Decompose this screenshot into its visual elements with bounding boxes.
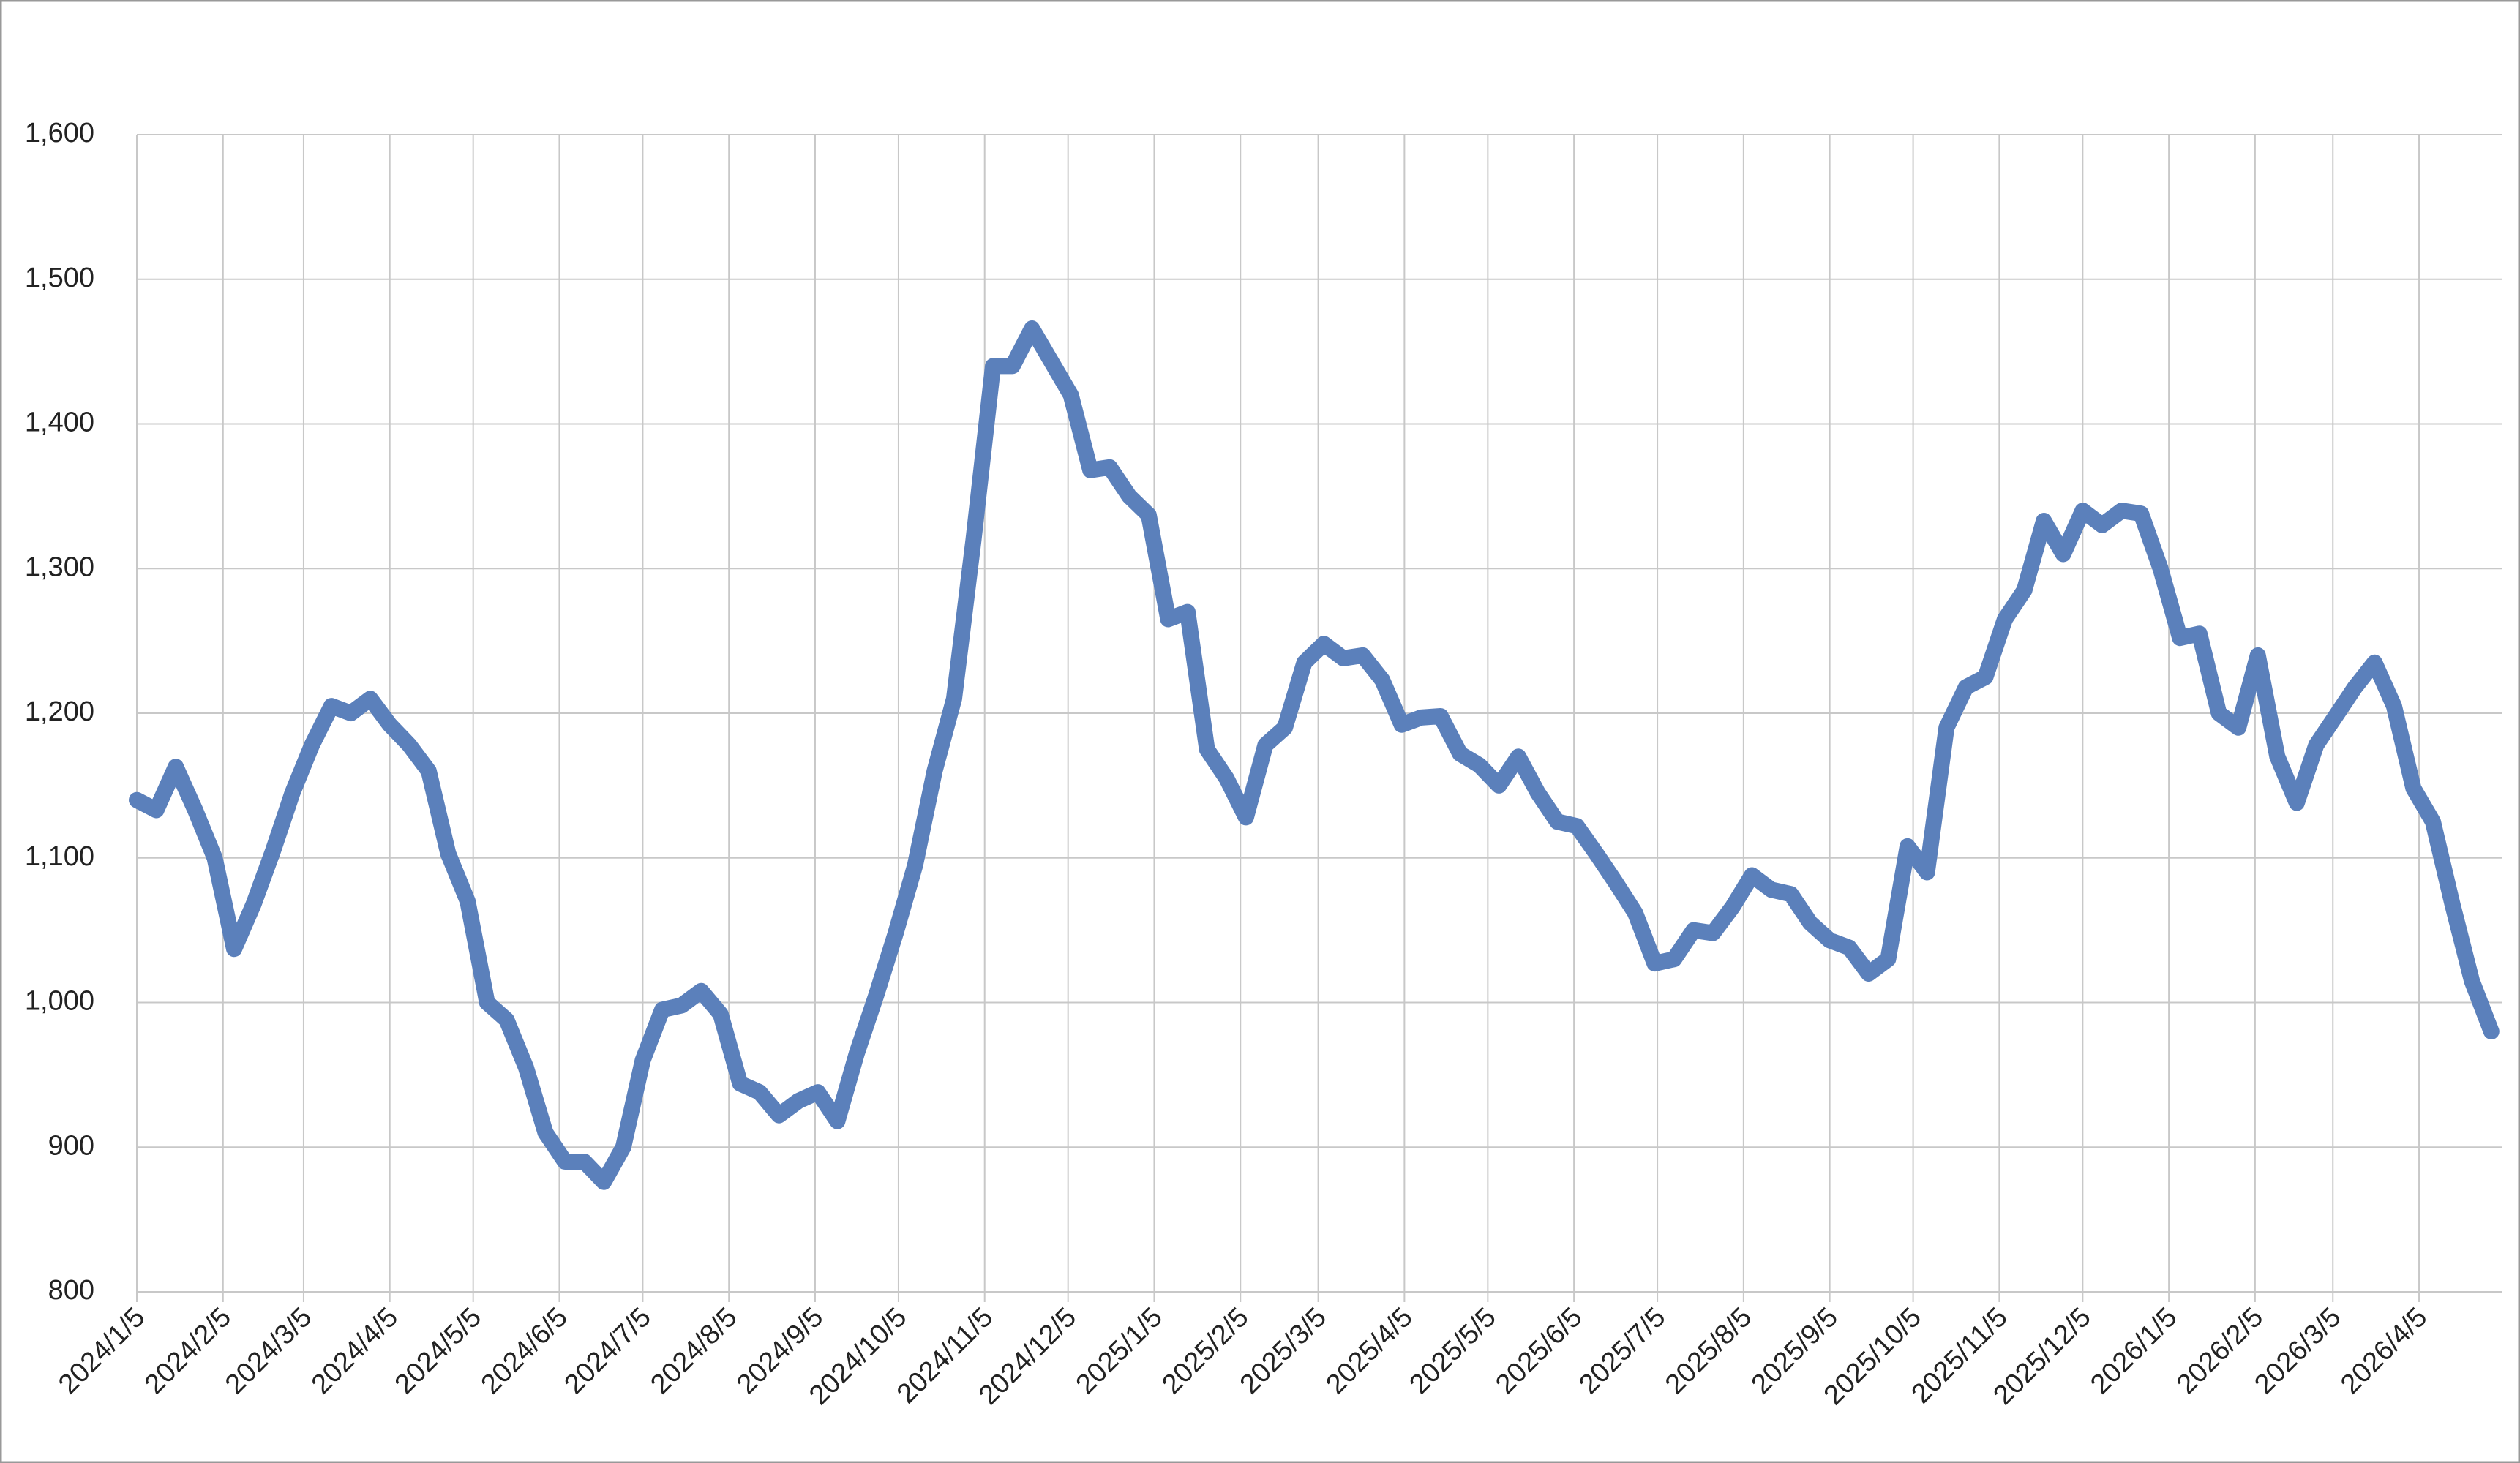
y-tick-label: 900 bbox=[48, 1130, 94, 1161]
y-tick-label: 1,300 bbox=[25, 552, 94, 582]
y-tick-label: 1,500 bbox=[25, 263, 94, 293]
y-tick-label: 1,100 bbox=[25, 841, 94, 872]
y-tick-label: 1,600 bbox=[25, 118, 94, 148]
y-tick-label: 1,200 bbox=[25, 696, 94, 727]
series-line bbox=[129, 320, 2500, 1190]
y-tick-label: 800 bbox=[48, 1275, 94, 1306]
y-tick-label: 1,400 bbox=[25, 407, 94, 438]
y-tick-label: 1,000 bbox=[25, 986, 94, 1017]
